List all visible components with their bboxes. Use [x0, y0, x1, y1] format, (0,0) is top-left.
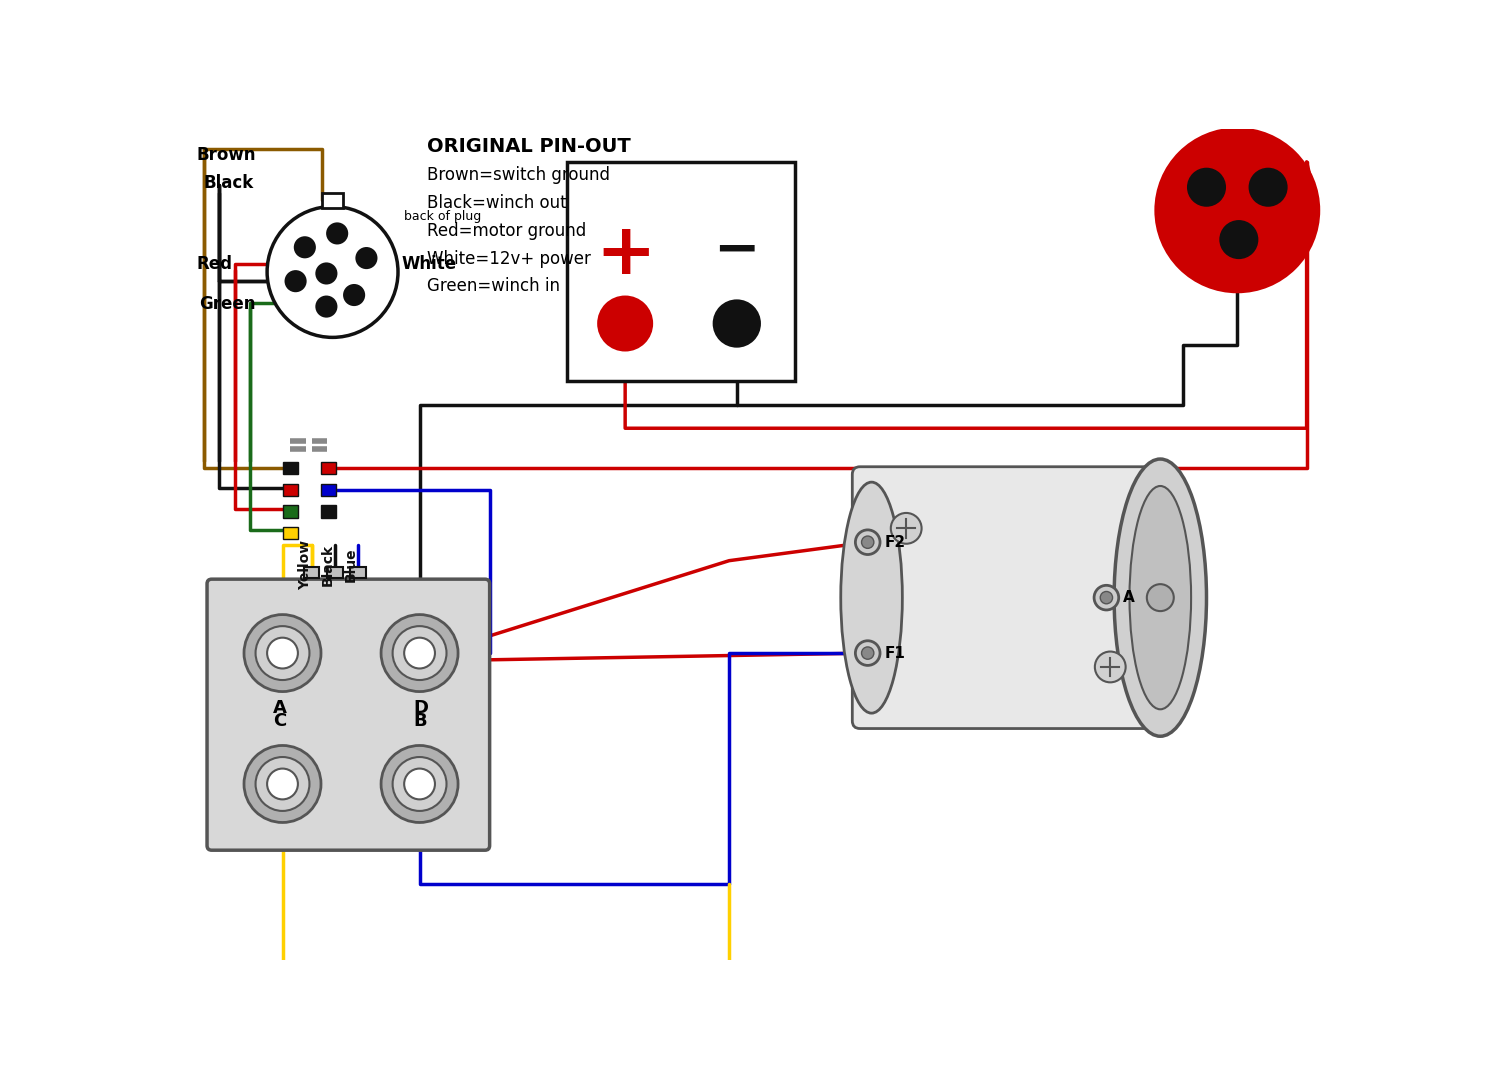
Bar	[304, 566, 319, 577]
Circle shape	[267, 206, 398, 338]
Text: Brown=switch ground: Brown=switch ground	[428, 166, 610, 185]
Bar	[327, 566, 343, 577]
Bar	[282, 505, 298, 518]
Circle shape	[856, 530, 880, 555]
Circle shape	[404, 768, 435, 800]
Bar	[282, 527, 298, 540]
Bar	[321, 483, 337, 496]
Circle shape	[295, 237, 315, 257]
Bar	[350, 566, 365, 577]
Text: D: D	[413, 699, 428, 718]
Circle shape	[1100, 591, 1112, 604]
Text: +: +	[595, 219, 656, 288]
Text: A: A	[1123, 590, 1135, 605]
Bar	[282, 483, 298, 496]
Text: A: A	[273, 699, 288, 718]
Circle shape	[1157, 129, 1318, 291]
Circle shape	[286, 271, 306, 291]
Circle shape	[245, 746, 321, 822]
Circle shape	[598, 297, 652, 351]
Circle shape	[267, 638, 298, 669]
FancyBboxPatch shape	[853, 467, 1160, 728]
Text: ORIGINAL PIN-OUT: ORIGINAL PIN-OUT	[428, 137, 631, 156]
Text: back of plug: back of plug	[404, 210, 482, 223]
Text: C: C	[273, 712, 286, 730]
Text: Green: Green	[200, 295, 256, 313]
Ellipse shape	[841, 482, 902, 713]
Circle shape	[255, 757, 310, 811]
Text: Black: Black	[321, 544, 335, 586]
Text: Black: Black	[204, 174, 253, 192]
Circle shape	[245, 615, 321, 692]
Ellipse shape	[1130, 486, 1191, 709]
Text: F1: F1	[884, 645, 905, 660]
Bar	[568, 162, 795, 381]
Circle shape	[1094, 652, 1126, 682]
Text: F2: F2	[884, 535, 905, 549]
Circle shape	[327, 223, 347, 244]
Circle shape	[392, 626, 446, 680]
Circle shape	[890, 513, 921, 544]
Text: Blue: Blue	[344, 547, 358, 582]
Circle shape	[255, 626, 310, 680]
Text: White=12v+ power: White=12v+ power	[428, 249, 590, 268]
Ellipse shape	[1114, 459, 1206, 736]
Circle shape	[382, 615, 458, 692]
Circle shape	[316, 297, 337, 316]
Text: Black=winch out: Black=winch out	[428, 194, 567, 213]
Circle shape	[856, 641, 880, 666]
Circle shape	[714, 300, 760, 346]
Circle shape	[356, 248, 376, 268]
Circle shape	[267, 768, 298, 800]
FancyBboxPatch shape	[207, 579, 489, 850]
Bar	[322, 193, 343, 208]
Text: Red: Red	[197, 256, 233, 273]
Circle shape	[1249, 168, 1287, 206]
Bar	[321, 505, 337, 518]
Ellipse shape	[1147, 584, 1173, 611]
Text: Red=motor ground: Red=motor ground	[428, 222, 586, 240]
Bar	[321, 462, 337, 475]
Circle shape	[1188, 168, 1226, 206]
Circle shape	[862, 536, 874, 548]
Circle shape	[404, 638, 435, 669]
Circle shape	[392, 757, 446, 811]
Circle shape	[1094, 585, 1118, 610]
Circle shape	[316, 263, 337, 284]
Circle shape	[1220, 221, 1257, 258]
Circle shape	[862, 647, 874, 659]
Text: Green=winch in: Green=winch in	[428, 277, 561, 296]
Text: −: −	[714, 223, 760, 277]
Text: Yellow: Yellow	[298, 540, 312, 589]
Text: B: B	[413, 712, 426, 730]
Text: White: White	[403, 256, 456, 273]
Bar	[282, 462, 298, 475]
Text: Brown: Brown	[197, 147, 256, 164]
Circle shape	[344, 285, 364, 305]
Circle shape	[382, 746, 458, 822]
